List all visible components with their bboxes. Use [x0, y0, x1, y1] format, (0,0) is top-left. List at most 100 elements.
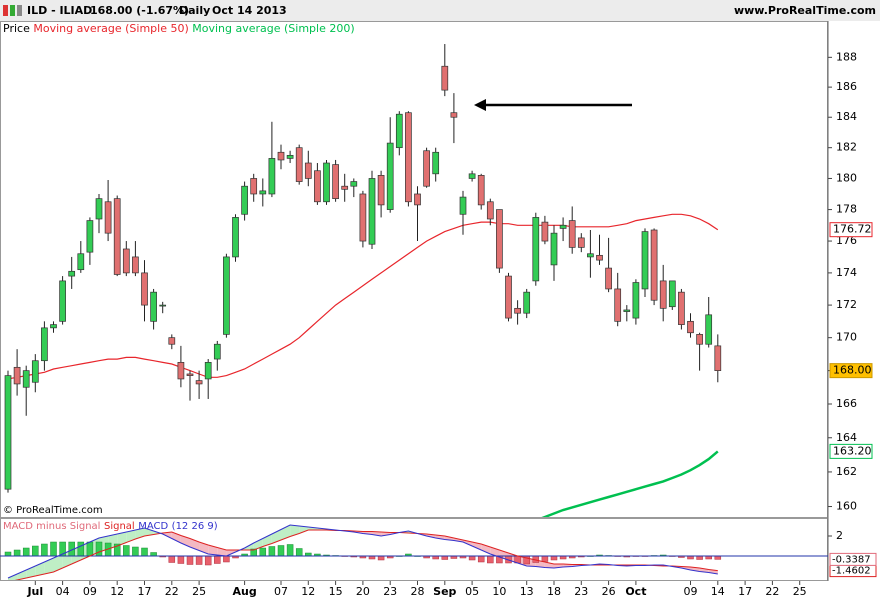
candle-body: [541, 221, 549, 242]
last-price-box: [829, 363, 873, 379]
x-tick-label: 22: [765, 585, 779, 598]
legend-entry: Moving average (Simple 200): [192, 22, 354, 35]
candle-body: [523, 291, 531, 314]
candle-body: [668, 280, 676, 308]
moving-average: [7, 213, 719, 380]
histogram-bar: [132, 546, 139, 557]
x-tick-label: 23: [383, 585, 397, 598]
last-value-label: -0.3387: [832, 554, 871, 565]
macd-fill: [44, 558, 54, 574]
candle-body: [195, 380, 203, 385]
histogram-bar: [696, 555, 703, 560]
candle-body: [514, 307, 521, 314]
histogram-bar: [550, 555, 558, 561]
histogram-bar: [295, 548, 303, 557]
last-value-label: -1.4602: [832, 566, 871, 577]
macd-fill: [180, 535, 190, 547]
macd-fill: [372, 531, 382, 536]
macd-fill: [208, 545, 218, 555]
histogram-bar: [13, 549, 21, 557]
macd-fill: [144, 528, 154, 536]
x-tick-label: 07: [274, 585, 288, 598]
y-tick-label: 182: [836, 141, 857, 154]
x-tick-label: 23: [574, 585, 588, 598]
candle-body: [341, 185, 349, 190]
y-tick-label: 176: [836, 234, 857, 247]
y-tick-label: 170: [836, 331, 857, 344]
histogram-bar: [86, 541, 94, 557]
y-tick-label: 188: [836, 50, 857, 63]
candle-body: [41, 327, 48, 362]
histogram-bar: [168, 555, 176, 563]
x-tick-label: 14: [711, 585, 725, 598]
x-tick-label: 04: [56, 585, 70, 598]
histogram-bar: [268, 546, 276, 557]
x-tick-label: 26: [602, 585, 616, 598]
moving-average: [541, 450, 719, 517]
histogram-bar: [95, 541, 103, 557]
histogram-bar: [50, 541, 57, 557]
candle-body: [104, 201, 112, 234]
histogram-bar: [277, 545, 285, 557]
histogram-bar: [123, 545, 130, 557]
candle-body: [450, 112, 458, 118]
candle-body: [250, 178, 258, 195]
x-tick-label: 12: [301, 585, 315, 598]
x-tick-label: 13: [520, 585, 534, 598]
x-tick-label: Aug: [232, 585, 256, 598]
symbol: ILD - ILIAD: [27, 4, 92, 17]
candle-body: [705, 314, 713, 345]
candle-body: [295, 147, 303, 182]
histogram-bar: [223, 555, 230, 563]
candle-body: [641, 231, 649, 290]
legend-entry: Moving average (Simple 50): [33, 22, 188, 35]
candle-body: [141, 272, 148, 306]
last-value-label: 176.72: [833, 223, 872, 236]
macd-fill: [17, 570, 27, 580]
x-tick-label: Oct: [625, 585, 646, 598]
candle-body: [86, 220, 94, 253]
x-tick-label: Sep: [433, 585, 456, 598]
histogram-bar: [4, 551, 12, 557]
candle-body: [13, 366, 21, 385]
macd-fill: [117, 532, 127, 546]
candle-body: [596, 254, 603, 261]
candle-body: [623, 309, 631, 312]
x-tick-label: 09: [83, 585, 97, 598]
x-tick-label: 22: [165, 585, 179, 598]
histogram-bar: [195, 555, 203, 565]
candle-body: [468, 173, 476, 179]
candle-body: [132, 256, 139, 274]
histogram-bar: [177, 555, 185, 564]
candle-body: [568, 220, 576, 248]
candle-body: [386, 142, 394, 210]
histogram-bar: [714, 555, 722, 560]
candle-body: [559, 224, 567, 229]
last-value-box: [829, 552, 877, 566]
icon: [10, 5, 15, 16]
candle-body: [395, 113, 403, 149]
y-tick-label: 162: [836, 465, 857, 478]
x-tick-label: 17: [738, 585, 752, 598]
candle-body: [150, 291, 157, 322]
candle-body: [277, 151, 285, 161]
legend-entry: MACD minus Signal: [3, 521, 100, 532]
candle-body: [632, 282, 640, 319]
x-tick-label: 09: [684, 585, 698, 598]
histogram-bar: [141, 547, 148, 557]
candle-body: [577, 237, 585, 248]
candle-body: [286, 154, 294, 159]
legend: Price Moving average (Simple 50) Moving …: [3, 22, 355, 35]
candle-body: [323, 162, 330, 203]
histogram-bar: [441, 555, 449, 560]
histogram-bar: [150, 552, 157, 557]
candle-body: [423, 150, 430, 187]
x-tick-label: 20: [356, 585, 370, 598]
candle-body: [31, 360, 39, 383]
x-tick-label: 17: [138, 585, 152, 598]
candle-body: [696, 334, 703, 345]
histogram-bar: [487, 555, 494, 564]
macd-fill: [53, 554, 63, 572]
candle-body: [168, 337, 176, 345]
